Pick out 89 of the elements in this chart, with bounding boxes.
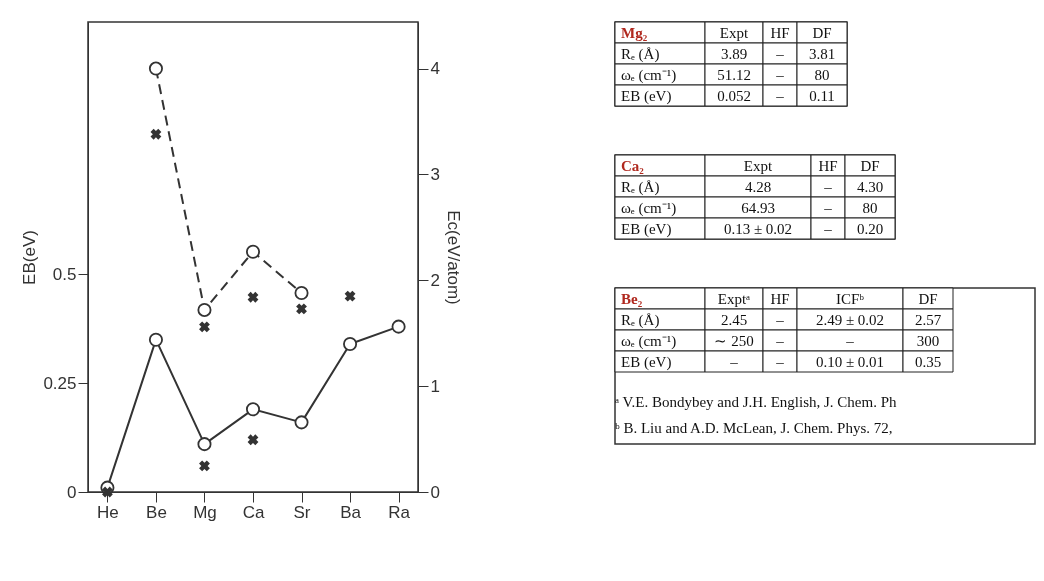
text: ᵃ V.E. Bondybey and J.H. English, J. Chem. Ph [615,394,897,410]
text: Be₂ [621,290,643,307]
category-label: Exptᵃ [717,290,751,307]
category-label: DF [812,24,832,41]
point [245,402,261,417]
y2-tick-label: 0 [430,482,440,502]
y2-axis-title: Ec(eV/atom) [443,210,463,305]
text: – [776,353,784,370]
text: 80 [862,199,878,216]
point [199,460,210,472]
point [247,434,259,446]
x-tick-label: He [97,502,119,522]
category-label: EB (eV) [621,353,672,370]
x-tick-label: Ba [340,502,362,522]
text: – [730,353,738,370]
y-tick-label: 0 [67,482,77,502]
y2-tick-label: 2 [430,270,440,290]
text: ᵇ B. Liu and A.D. McLean, J. Chem. Phys. 72, [615,420,893,436]
text: – [824,199,832,216]
text: – [776,87,784,104]
category-label: EB (eV) [621,220,672,237]
point [344,290,356,302]
point [197,437,212,452]
text: 0.10 ± 0.01 [815,353,885,370]
text: 4.30 [856,178,884,195]
text: 0.35 [914,353,942,370]
category-label: ωₑ (cm⁻¹) [621,332,677,349]
text: 2.49 ± 0.02 [815,311,885,328]
text: 80 [814,66,830,83]
category-label: HF [770,24,790,41]
category-label: HF [770,290,790,307]
point [391,319,406,334]
category-label: HF [818,157,838,174]
point [197,302,212,317]
category-label: Expt [743,157,773,174]
text: – [776,45,784,62]
text: 2.57 [914,311,942,328]
point [294,285,309,300]
point [150,128,162,140]
category-label: DF [918,290,938,307]
text: 0.20 [856,220,884,237]
x-tick-label: Be [146,502,167,522]
text: – [824,178,832,195]
text: – [824,220,832,237]
point [199,321,210,333]
y2-tick-label: 3 [430,164,440,184]
text: 3.89 [720,45,748,62]
text: – [846,332,854,349]
text: 300 [916,332,940,349]
x-tick-label: Ca [242,502,265,522]
category-label: Rₑ (Å) [621,311,660,328]
text: ∼ 250 [714,332,754,349]
point [247,291,259,303]
point [245,244,261,259]
category-label: EB (eV) [621,87,672,104]
category-label: ICFᵇ [836,290,865,307]
y-tick-label: 0.5 [52,264,77,284]
text: 3.81 [808,45,836,62]
point [294,415,309,430]
y-axis-title: EB(eV) [20,230,40,285]
category-label: Rₑ (Å) [621,45,660,62]
category-label: Expt [719,24,749,41]
x-tick-label: Mg [193,502,217,522]
point [343,337,358,352]
text: 0.052 [717,87,751,104]
text: 64.93 [741,199,775,216]
point [148,332,163,347]
point [101,486,113,498]
category-label: DF [860,157,880,174]
y2-tick-label: 4 [430,59,440,79]
text: – [776,311,784,328]
text: – [776,66,784,83]
category-label: Rₑ (Å) [621,178,660,195]
text: 2.45 [720,311,748,328]
category-label: ωₑ (cm⁻¹) [621,66,677,83]
text: – [776,332,784,349]
text: Mg₂ [621,24,648,41]
text: 4.28 [744,178,772,195]
category-label: ωₑ (cm⁻¹) [621,199,677,216]
y-tick-label: 0.25 [43,373,77,393]
point [296,303,307,315]
text: 0.11 [809,87,835,104]
point [148,61,163,76]
x-tick-label: Sr [293,502,311,522]
y2-tick-label: 1 [430,376,440,396]
text: 0.13 ± 0.02 [723,220,793,237]
text: Ca₂ [621,157,645,174]
x-tick-label: Ra [388,502,411,522]
text: 51.12 [717,66,751,83]
